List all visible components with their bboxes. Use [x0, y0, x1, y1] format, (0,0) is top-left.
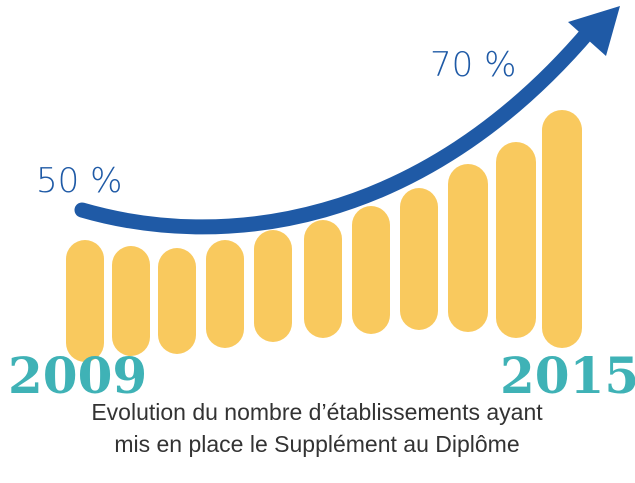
bar	[448, 164, 488, 332]
bar	[496, 142, 536, 338]
bar	[254, 230, 292, 342]
caption-line: Evolution du nombre d’établissements aya…	[91, 399, 543, 425]
bar	[206, 240, 244, 348]
caption-line: mis en place le Supplément au Diplôme	[114, 431, 519, 457]
bar	[352, 206, 390, 334]
bar	[66, 240, 104, 362]
infographic: 50 % 70 % 2009 2015 Evolution du nombre …	[0, 0, 635, 483]
end-year: 2015	[500, 346, 635, 405]
bar	[112, 246, 150, 356]
bar	[400, 188, 438, 330]
end-percent: 70 %	[430, 45, 516, 85]
bar	[158, 248, 196, 354]
start-year: 2009	[8, 346, 147, 405]
bar	[304, 220, 342, 338]
bar	[542, 110, 582, 348]
start-percent: 50 %	[36, 161, 122, 201]
decorative-bars	[66, 110, 582, 362]
